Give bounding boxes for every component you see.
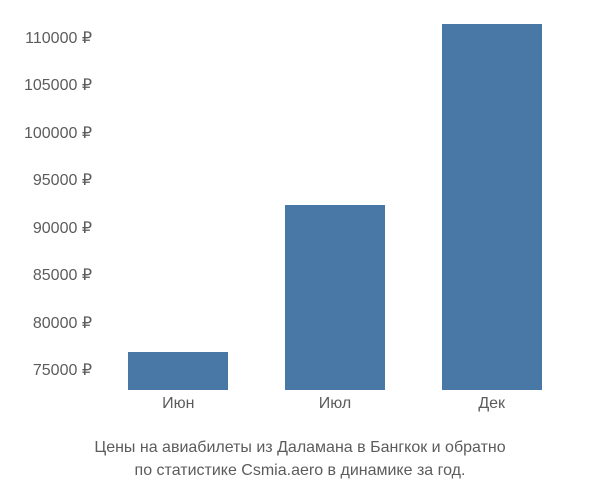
x-label: Июл (257, 395, 414, 413)
bar (285, 205, 385, 390)
bar-group (257, 205, 414, 390)
bar (442, 24, 542, 390)
x-label: Дек (413, 395, 570, 413)
x-label: Июн (100, 395, 257, 413)
y-tick: 80000 ₽ (0, 313, 100, 333)
bar-group (100, 352, 257, 390)
y-tick: 85000 ₽ (0, 265, 100, 285)
x-axis: ИюнИюлДек (100, 395, 570, 413)
y-tick: 75000 ₽ (0, 360, 100, 380)
y-tick: 95000 ₽ (0, 170, 100, 190)
y-tick: 90000 ₽ (0, 218, 100, 238)
bars-container (100, 10, 570, 390)
caption-line-2: по статистике Csmia.aero в динамике за г… (135, 462, 466, 479)
bar-group (413, 24, 570, 390)
y-axis: 75000 ₽ 80000 ₽ 85000 ₽ 90000 ₽ 95000 ₽ 10000… (0, 10, 100, 390)
y-tick: 105000 ₽ (0, 75, 100, 95)
caption-line-1: Цены на авиабилеты из Даламана в Бангкок… (94, 439, 505, 456)
y-tick: 110000 ₽ (0, 28, 100, 48)
chart-container: 75000 ₽ 80000 ₽ 85000 ₽ 90000 ₽ 95000 ₽ 10000… (0, 0, 600, 430)
bar (128, 352, 228, 390)
y-tick: 100000 ₽ (0, 123, 100, 143)
plot-area (100, 10, 570, 390)
chart-caption: Цены на авиабилеты из Даламана в Бангкок… (0, 437, 600, 482)
